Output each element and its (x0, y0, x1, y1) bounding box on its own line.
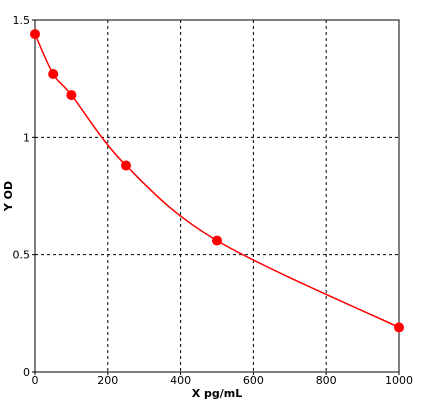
y-tick-label: 1.5 (13, 14, 31, 27)
y-tick-label: 1 (23, 131, 30, 144)
x-tick-label: 200 (97, 374, 118, 387)
y-axis-title: Y OD (2, 181, 15, 212)
x-tick-label: 600 (243, 374, 264, 387)
plot-frame (34, 19, 400, 373)
data-point (121, 160, 131, 171)
data-point (30, 29, 40, 40)
data-point (212, 235, 222, 246)
x-tick-label: 400 (170, 374, 191, 387)
y-tick-label: 0.5 (13, 249, 31, 262)
x-tick-label: 1000 (385, 374, 413, 387)
x-axis-title: X pg/mL (192, 387, 243, 400)
x-tick-label: 800 (316, 374, 337, 387)
y-tick-label: 0 (23, 366, 30, 379)
data-point (48, 68, 59, 79)
x-tick-label: 0 (32, 374, 39, 387)
data-point (66, 90, 77, 101)
data-point (394, 322, 404, 333)
